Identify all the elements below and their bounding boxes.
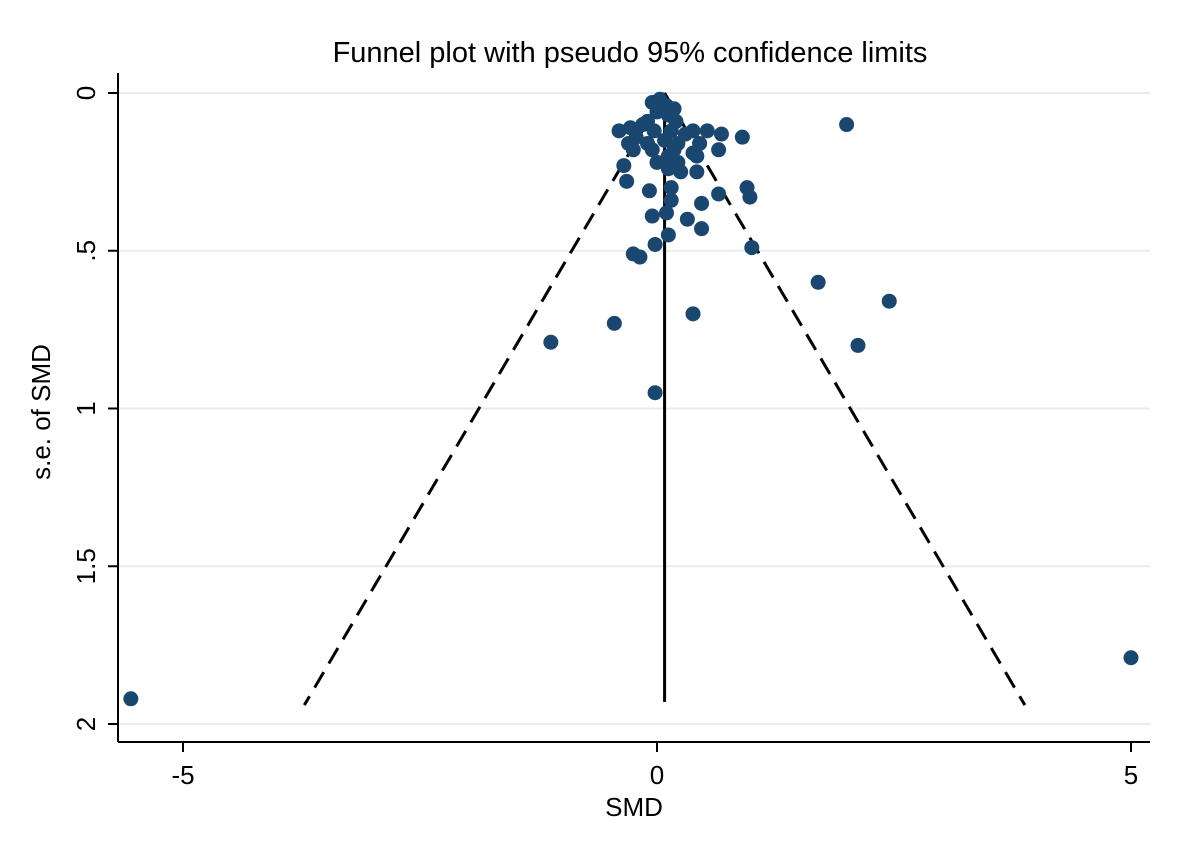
data-point: [663, 192, 679, 208]
data-point: [711, 186, 727, 202]
y-tick-label: 1: [71, 401, 101, 415]
data-point: [839, 117, 855, 133]
data-point: [123, 691, 139, 707]
data-point: [644, 208, 660, 224]
y-axis-title: s.e. of SMD: [26, 344, 56, 480]
data-point: [699, 123, 715, 139]
data-point: [663, 180, 679, 196]
data-point: [694, 195, 710, 211]
data-point: [625, 142, 641, 158]
ci-limit-line-right: [663, 92, 1027, 706]
data-point: [850, 337, 866, 353]
data-point: [616, 158, 632, 174]
data-point: [810, 274, 826, 290]
x-tick-label: -5: [171, 760, 194, 790]
y-tick-label: 1.5: [71, 548, 101, 584]
data-point: [646, 123, 662, 139]
data-point: [619, 173, 635, 189]
x-tick-label: 0: [650, 760, 664, 790]
data-point: [611, 123, 627, 139]
y-tick-label: 0: [71, 86, 101, 100]
data-point: [742, 189, 758, 205]
data-point: [679, 211, 695, 227]
gridlines: [118, 92, 1150, 725]
data-point: [647, 236, 663, 252]
data-point: [694, 221, 710, 237]
data-point: [644, 142, 660, 158]
x-tick-label: 5: [1124, 760, 1138, 790]
data-point: [660, 161, 676, 177]
data-point: [641, 183, 657, 199]
data-point: [1123, 650, 1139, 666]
data-point: [689, 164, 705, 180]
chart-title: Funnel plot with pseudo 95% confidence l…: [333, 37, 928, 69]
data-point: [689, 148, 705, 164]
data-point: [711, 142, 727, 158]
ci-limit-line-left: [303, 92, 666, 706]
data-point: [713, 126, 729, 142]
data-point: [734, 129, 750, 145]
data-point: [744, 240, 760, 256]
data-point: [685, 306, 701, 322]
axes: -5 0 5 0 .5 1 1.5 2: [71, 73, 1150, 790]
y-tick-label: 2: [71, 717, 101, 731]
data-point: [635, 117, 651, 133]
data-point: [649, 104, 665, 120]
data-point: [647, 385, 663, 401]
data-point: [881, 293, 897, 309]
data-point: [543, 334, 559, 350]
data-point: [632, 249, 648, 265]
data-point: [649, 154, 665, 170]
data-point: [673, 164, 689, 180]
y-tick-label: .5: [71, 240, 101, 262]
data-point: [660, 227, 676, 243]
data-point: [658, 205, 674, 221]
data-point: [657, 132, 673, 148]
data-point: [606, 315, 622, 331]
x-axis-title: SMD: [605, 792, 663, 822]
data-points: [123, 91, 1139, 707]
